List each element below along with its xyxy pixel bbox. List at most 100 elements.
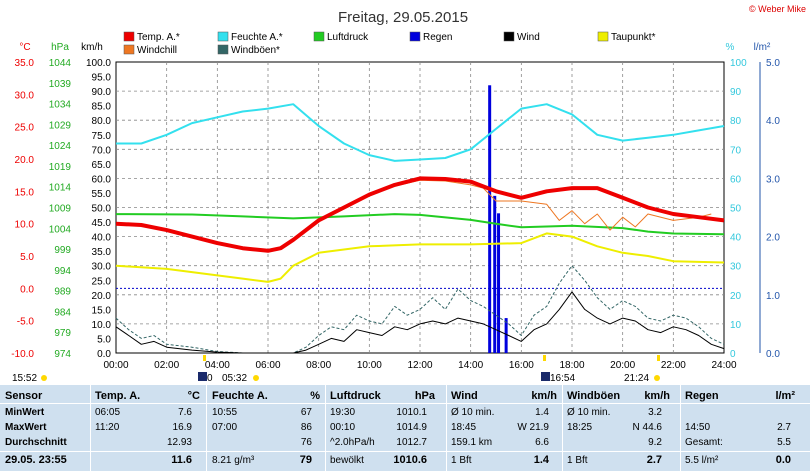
table-cell: 2.7 bbox=[777, 422, 791, 433]
table-cell: 1014.9 bbox=[396, 422, 427, 433]
table-cell: 6.6 bbox=[535, 437, 549, 448]
tick-label-temp: 30.0 bbox=[15, 90, 35, 101]
tick-label-kmh: 95.0 bbox=[92, 73, 112, 84]
axis-unit-label: % bbox=[726, 42, 735, 53]
tick-label-hpa: 1039 bbox=[49, 79, 72, 90]
table-column-separator bbox=[562, 385, 563, 471]
x-tick-label: 00:00 bbox=[103, 360, 128, 371]
tick-label-pct: 20 bbox=[730, 291, 742, 302]
tick-label-rain: 1.0 bbox=[766, 291, 780, 302]
tick-label-pct: 40 bbox=[730, 233, 742, 244]
table-cell: Sensor bbox=[5, 390, 43, 402]
x-tick-label: 06:00 bbox=[255, 360, 280, 371]
legend-label: Regen bbox=[423, 32, 452, 43]
axis-unit-label: hPa bbox=[51, 42, 69, 53]
table-column-separator bbox=[325, 385, 326, 471]
tick-label-kmh: 10.0 bbox=[92, 320, 112, 331]
legend-swatch bbox=[123, 31, 135, 42]
series-line bbox=[115, 291, 725, 354]
table-cell: 18:45 bbox=[451, 422, 477, 433]
table-cell: 2.7 bbox=[646, 454, 662, 466]
table-cell: 1010.1 bbox=[396, 407, 427, 418]
table-cell: 16.9 bbox=[172, 422, 192, 433]
sun-icon bbox=[654, 375, 660, 381]
tick-label-hpa: 1014 bbox=[49, 183, 72, 194]
x-tick-label: 16:00 bbox=[509, 360, 534, 371]
table-cell: 1012.7 bbox=[396, 437, 427, 448]
table-row-separator bbox=[0, 403, 810, 404]
tick-label-kmh: 5.0 bbox=[97, 334, 111, 345]
table-cell: 11:20 bbox=[95, 422, 120, 433]
table-column-separator bbox=[90, 385, 91, 471]
table-cell: W 21.9 bbox=[517, 422, 549, 433]
legend-swatch bbox=[217, 44, 229, 55]
sun-icon bbox=[253, 375, 259, 381]
table-cell: 14:50 bbox=[685, 422, 711, 433]
tick-label-pct: 50 bbox=[730, 204, 742, 215]
plot-series bbox=[115, 85, 725, 354]
tick-label-kmh: 55.0 bbox=[92, 189, 112, 200]
x-tick-label: 04:00 bbox=[205, 360, 230, 371]
table-cell: N 44.6 bbox=[632, 422, 662, 433]
table-cell: 18:25 bbox=[567, 422, 593, 433]
x-tick-label: 12:00 bbox=[407, 360, 432, 371]
tick-label-kmh: 40.0 bbox=[92, 233, 112, 244]
x-tick-label: 02:00 bbox=[154, 360, 179, 371]
tick-label-kmh: 25.0 bbox=[92, 276, 112, 287]
tick-label-pct: 10 bbox=[730, 320, 742, 331]
rain-bar bbox=[504, 318, 508, 353]
tick-label-hpa: 999 bbox=[54, 245, 71, 256]
tick-label-hpa: 1009 bbox=[49, 204, 72, 215]
sunset-time: 21:24 bbox=[624, 373, 649, 384]
tick-label-kmh: 60.0 bbox=[92, 174, 112, 185]
sunrise-time: 05:32 bbox=[222, 373, 247, 384]
tick-label-rain: 2.0 bbox=[766, 233, 780, 244]
table-cell: km/h bbox=[531, 390, 557, 402]
table-cell: Temp. A. bbox=[95, 390, 141, 402]
table-cell: Regen bbox=[685, 390, 719, 402]
tick-label-rain: 0.0 bbox=[766, 349, 780, 360]
chart-title: Freitag, 29.05.2015 bbox=[338, 9, 468, 26]
tick-label-pct: 60 bbox=[730, 174, 742, 185]
legend-label: Wind bbox=[517, 32, 540, 43]
table-column-separator bbox=[446, 385, 447, 471]
tick-label-hpa: 989 bbox=[54, 287, 71, 298]
legend-swatch bbox=[123, 44, 135, 55]
tick-label-rain: 4.0 bbox=[766, 116, 780, 127]
axis-unit-labels: °C hPa km/h% l/m² bbox=[19, 42, 771, 53]
table-cell: 1 Bft bbox=[451, 455, 472, 466]
tick-label-kmh: 85.0 bbox=[92, 102, 112, 113]
tick-label-hpa: 974 bbox=[54, 349, 71, 360]
table-cell: 67 bbox=[300, 407, 312, 418]
legend-swatch bbox=[313, 31, 325, 42]
moonrise-time: 16:54 bbox=[550, 373, 575, 384]
rain-bar bbox=[493, 195, 497, 353]
tick-label-rain: 5.0 bbox=[766, 58, 780, 69]
tick-label-pct: 90 bbox=[730, 87, 742, 98]
legend-swatch bbox=[503, 31, 515, 42]
tick-label-pct: 0 bbox=[730, 349, 736, 360]
table-cell: 9.2 bbox=[648, 437, 662, 448]
tick-label-temp: 25.0 bbox=[15, 123, 35, 134]
table-column-separator bbox=[206, 385, 207, 471]
tick-label-kmh: 20.0 bbox=[92, 291, 112, 302]
table-cell: MaxWert bbox=[5, 422, 47, 433]
table-cell: Ø 10 min. bbox=[451, 407, 495, 418]
table-cell: 00:10 bbox=[330, 422, 356, 433]
table-cell: 12.93 bbox=[166, 437, 192, 448]
tick-label-kmh: 75.0 bbox=[92, 131, 112, 142]
table-cell: bewölkt bbox=[330, 455, 364, 466]
x-tick-label: 22:00 bbox=[661, 360, 686, 371]
table-cell: 1 Bft bbox=[567, 455, 588, 466]
rain-bar bbox=[488, 85, 492, 353]
moon-icon bbox=[541, 372, 550, 381]
tick-label-temp: 10.0 bbox=[15, 220, 35, 231]
stats-table: Sensor MinWert MaxWert Durchschnitt 29.05. 2… bbox=[0, 385, 810, 471]
tick-label-kmh: 35.0 bbox=[92, 247, 112, 258]
tick-label-hpa: 1024 bbox=[49, 141, 72, 152]
table-cell: 1.4 bbox=[535, 407, 549, 418]
tick-label-hpa: 1034 bbox=[49, 100, 72, 111]
legend-label: Luftdruck bbox=[327, 32, 369, 43]
tick-label-pct: 80 bbox=[730, 116, 742, 127]
table-row-separator bbox=[0, 451, 810, 452]
